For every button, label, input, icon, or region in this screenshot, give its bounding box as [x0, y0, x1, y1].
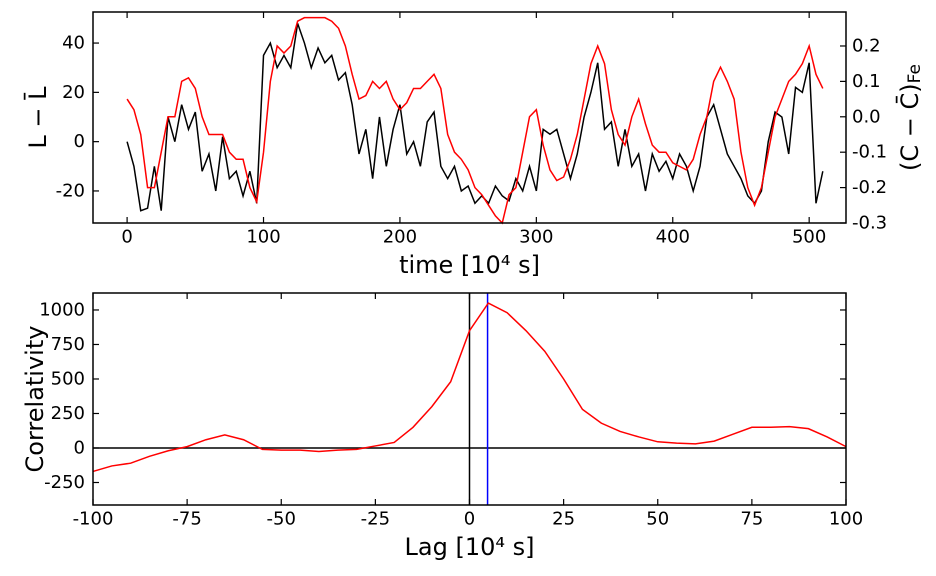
y2-tick-label: 0.1	[852, 71, 881, 92]
y-tick-label: 1000	[39, 299, 85, 320]
y2-tick-label: 0.2	[852, 35, 881, 56]
x-tick-label: 0	[464, 509, 475, 530]
x-tick-label: 500	[792, 227, 826, 248]
y-tick-label: 40	[62, 33, 85, 54]
x-tick-label: 300	[519, 227, 553, 248]
x-tick-label: 75	[740, 509, 763, 530]
y-tick-label: 500	[51, 368, 85, 389]
x-axis-label: time [10⁴ s]	[399, 251, 540, 279]
data-line	[92, 302, 847, 473]
y2-axis-label: (C − C̄)Fe	[895, 64, 925, 171]
x-tick-label: -100	[73, 509, 114, 530]
y2-tick-label: -0.1	[852, 142, 887, 163]
y-tick-label: -20	[56, 180, 85, 201]
y-tick-label: 250	[51, 403, 85, 424]
y-axis-label: L − L̄	[23, 86, 52, 149]
x-tick-label: -50	[267, 509, 296, 530]
data-line	[126, 23, 824, 212]
y-tick-label: 0	[74, 131, 85, 152]
y2-axis-label-main: (C − C̄)	[895, 83, 924, 171]
data-line	[126, 16, 824, 225]
x-tick-label: -75	[172, 509, 201, 530]
y-axis-label: Correlativity	[21, 326, 49, 473]
x-tick-label: 0	[121, 227, 132, 248]
y2-tick-label: -0.3	[852, 213, 887, 234]
y2-axis-label-subscript: Fe	[905, 64, 925, 83]
y2-tick-label: 0.0	[852, 106, 881, 127]
x-tick-label: 400	[656, 227, 690, 248]
x-tick-label: 200	[383, 227, 417, 248]
x-tick-label: -25	[361, 509, 390, 530]
x-tick-label: 50	[646, 509, 669, 530]
y-tick-label: 0	[74, 437, 85, 458]
x-axis-label: Lag [10⁴ s]	[405, 533, 535, 561]
y-tick-label: 20	[62, 82, 85, 103]
y2-tick-label: -0.2	[852, 177, 887, 198]
x-tick-label: 100	[829, 509, 863, 530]
x-tick-label: 100	[246, 227, 280, 248]
x-tick-label: 25	[552, 509, 575, 530]
plot-frame	[92, 11, 847, 224]
y-tick-label: -250	[44, 472, 85, 493]
y-tick-label: 750	[51, 334, 85, 355]
